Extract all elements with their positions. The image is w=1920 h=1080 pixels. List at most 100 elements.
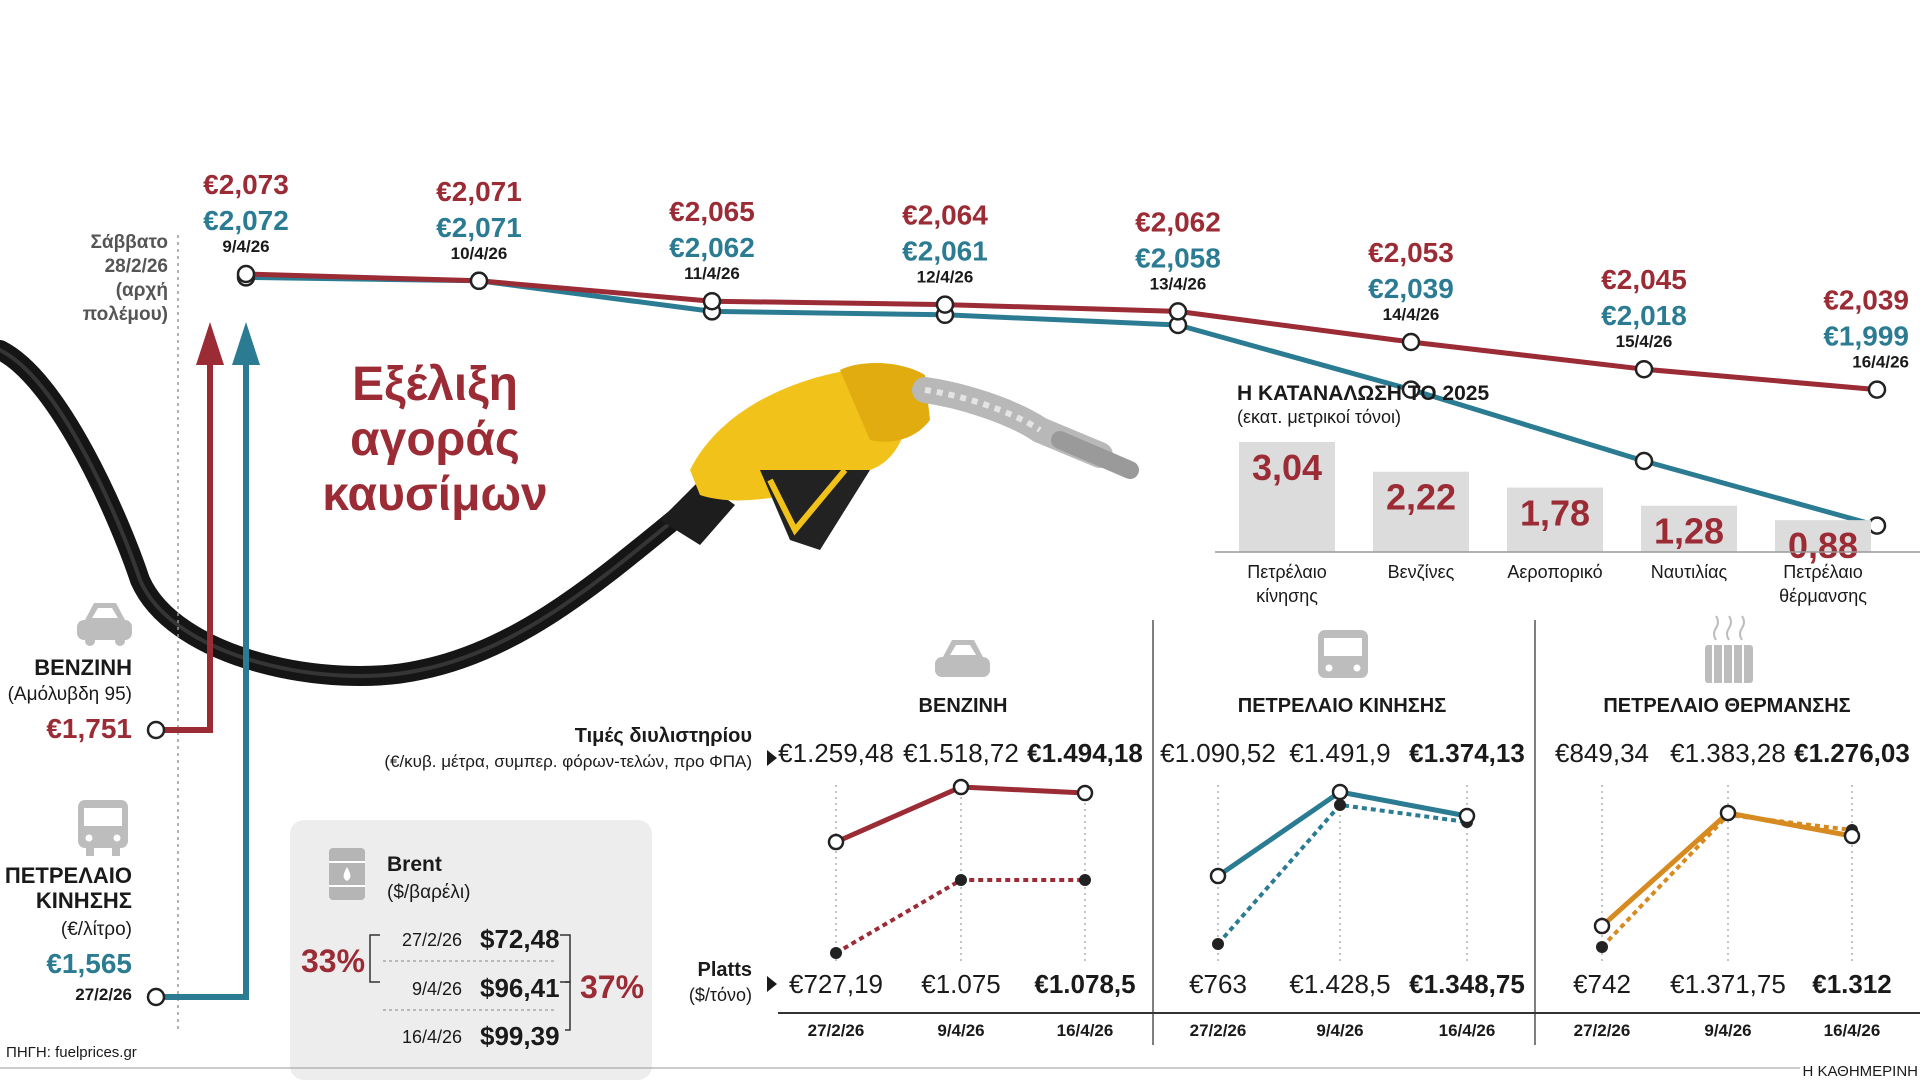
- timeline-diesel-label-0: €2,072: [203, 205, 289, 236]
- consumption-value-0: 3,04: [1252, 447, 1322, 488]
- brent-title: Brent: [387, 853, 442, 876]
- panel-1-platts-point-0: [1212, 938, 1224, 950]
- panel-2-refinery-label-0: €849,34: [1555, 738, 1649, 768]
- timeline-point-petrol-1: [469, 271, 489, 291]
- timeline-point-petrol-2: [702, 291, 722, 311]
- refinery-prices-unit: (€/κυβ. μέτρα, συμπερ. φόρων-τελών, προ …: [384, 752, 752, 771]
- consumption-category-0-0: Πετρέλαιο: [1247, 562, 1327, 582]
- panel-2-refinery-point-1: [1719, 804, 1737, 822]
- timeline-date-1: 10/4/26: [451, 244, 508, 263]
- panel-0-platts-point-1: [955, 874, 967, 886]
- panel-title-1: ΠΕΤΡΕΛΑΙΟ ΚΙΝΗΣΗΣ: [1238, 695, 1446, 717]
- petrol-label: ΒΕΝΖΙΝΗ: [34, 655, 132, 680]
- platts-label: Platts: [698, 959, 752, 981]
- timeline-diesel-label-3: €2,061: [902, 236, 988, 267]
- panel-2-platts-label-1: €1.371,75: [1670, 969, 1786, 999]
- petrol-start-price: €1,751: [46, 713, 132, 744]
- timeline-petrol-label-7: €2,039: [1823, 285, 1909, 316]
- consumption-value-3: 1,28: [1654, 511, 1724, 552]
- timeline-point-diesel-6: [1634, 451, 1654, 471]
- panel-0-platts-label-0: €727,19: [789, 969, 883, 999]
- timeline-date-6: 15/4/26: [1616, 332, 1673, 351]
- panel-1-platts-label-1: €1.428,5: [1289, 969, 1390, 999]
- timeline-point-petrol-7: [1867, 380, 1887, 399]
- bus-icon: [78, 800, 128, 856]
- consumption-category-4-0: Πετρέλαιο: [1783, 562, 1863, 582]
- consumption-bar-0: [1239, 442, 1335, 552]
- platts-pointer-icon: [767, 976, 777, 992]
- panel-1-platts-point-1: [1334, 799, 1346, 811]
- brent-box: Brent ($/βαρέλι) 27/2/26 $72,48 9/4/26 $…: [290, 820, 652, 1080]
- timeline-petrol-label-2: €2,065: [669, 196, 755, 227]
- panel-1-refinery-point-2: [1458, 807, 1476, 825]
- timeline-petrol-label-6: €2,045: [1601, 264, 1687, 295]
- war-start-label-line4: πολέμου): [83, 304, 168, 325]
- panel-2-platts-label-2: €1.312: [1812, 969, 1892, 999]
- panel-0-date-0: 27/2/26: [808, 1021, 865, 1040]
- refinery-prices-label: Τιμές διυλιστηρίου: [575, 725, 752, 747]
- panel-0-platts-point-0: [830, 947, 842, 959]
- brent-row3-value: $99,39: [480, 1021, 560, 1051]
- rise-arrows: [146, 322, 260, 1007]
- panel-2-platts-line: [1600, 812, 1853, 949]
- panel-0-date-1: 9/4/26: [937, 1021, 984, 1040]
- chart-title-line1: Εξέλιξη: [352, 358, 518, 411]
- panel-1-platts-label-0: €763: [1189, 969, 1247, 999]
- timeline-date-7: 16/4/26: [1852, 353, 1909, 372]
- war-start-label-line3: (αρχή: [116, 280, 168, 301]
- war-start-label-day: Σάββατο: [90, 232, 168, 253]
- panel-0-platts-point-2: [1079, 874, 1091, 886]
- brent-row1-value: $72,48: [480, 924, 560, 954]
- timeline-petrol-label-0: €2,073: [203, 169, 289, 200]
- timeline-line-petrol: [245, 271, 1878, 393]
- panel-1-date-0: 27/2/26: [1190, 1021, 1247, 1040]
- panel-1-refinery-point-0: [1209, 867, 1227, 885]
- chart-title-line2: αγοράς: [350, 413, 520, 466]
- panel-title-2: ΠΕΤΡΕΛΑΙΟ ΘΕΡΜΑΝΣΗΣ: [1603, 695, 1850, 717]
- refinery-pointer-icon: [767, 750, 777, 766]
- timeline-diesel-label-7: €1,999: [1823, 321, 1909, 352]
- timeline-date-0: 9/4/26: [222, 237, 269, 256]
- timeline-petrol-label-5: €2,053: [1368, 237, 1454, 268]
- timeline-diesel-label-1: €2,071: [436, 212, 522, 243]
- panel-2-date-1: 9/4/26: [1704, 1021, 1751, 1040]
- brent-row2-date: 9/4/26: [412, 979, 462, 999]
- war-start-label-date: 28/2/26: [105, 256, 168, 277]
- panel-2-refinery-point-2: [1843, 827, 1861, 845]
- panel-radiator-icon: [1705, 615, 1753, 683]
- timeline-diesel-label-4: €2,058: [1135, 242, 1221, 273]
- timeline-point-diesel-5: [1401, 380, 1421, 399]
- consumption-bars: 3,04 Πετρέλαιο κίνησης 2,22 Βενζίνες 1,78 Αερο…: [1239, 442, 1871, 606]
- timeline-labels: 9/4/26€2,072€2,07310/4/26€2,071€2,07111/…: [203, 169, 1909, 372]
- panel-0-platts-label-1: €1.075: [921, 969, 1001, 999]
- panel-0-refinery-point-2: [1076, 784, 1094, 802]
- consumption-bar-3: [1641, 505, 1737, 552]
- timeline-diesel-label-5: €2,039: [1368, 273, 1454, 304]
- timeline-point-diesel-7: [1867, 516, 1887, 535]
- panel-2-platts-point-0: [1596, 941, 1608, 953]
- panel-0-platts-label-2: €1.078,5: [1034, 969, 1135, 999]
- panel-bus-icon: [1318, 630, 1368, 678]
- brent-row1-date: 27/2/26: [402, 930, 462, 950]
- timeline-date-5: 14/4/26: [1383, 305, 1440, 324]
- panel-0-refinery-label-1: €1.518,72: [903, 738, 1019, 768]
- fuel-nozzle-illustration: [0, 340, 1139, 686]
- timeline-point-petrol-6: [1634, 359, 1654, 379]
- timeline-date-3: 12/4/26: [917, 268, 974, 287]
- panel-0-date-2: 16/4/26: [1057, 1021, 1114, 1040]
- timeline-point-petrol-0: [236, 264, 256, 284]
- consumption-value-2: 1,78: [1520, 493, 1590, 534]
- diesel-label-line1: ΠΕΤΡΕΛΑΙΟ: [5, 863, 132, 888]
- consumption-value-1: 2,22: [1386, 477, 1456, 518]
- consumption-title: Η ΚΑΤΑΝΑΛΩΣΗ ΤΟ 2025: [1237, 382, 1489, 405]
- panel-car-icon: [935, 640, 990, 677]
- panel-2-refinery-label-2: €1.276,03: [1794, 738, 1910, 768]
- panel-1-platts-label-2: €1.348,75: [1409, 969, 1525, 999]
- consumption-category-2-0: Αεροπορικό: [1507, 562, 1602, 582]
- consumption-category-3-0: Ναυτιλίας: [1651, 562, 1728, 582]
- panel-1-date-1: 9/4/26: [1316, 1021, 1363, 1040]
- diesel-label-line2: ΚΙΝΗΣΗΣ: [36, 888, 132, 913]
- panel-2-date-0: 27/2/26: [1574, 1021, 1631, 1040]
- panel-title-0: ΒΕΝΖΙΝΗ: [919, 695, 1008, 717]
